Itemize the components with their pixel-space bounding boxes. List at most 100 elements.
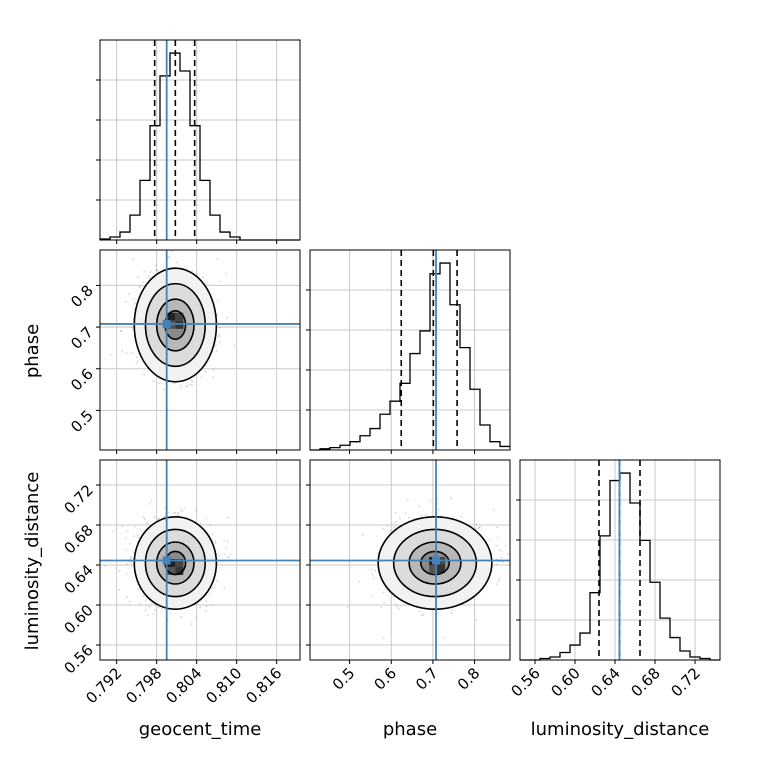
contour-1 — [133, 267, 218, 383]
sample-point — [488, 539, 491, 542]
sample-point — [362, 534, 364, 536]
sample-point — [152, 612, 155, 615]
sample-point — [395, 521, 397, 523]
sample-point — [179, 384, 182, 387]
sample-point — [148, 277, 151, 280]
sample-point — [147, 275, 150, 277]
sample-point — [475, 523, 478, 526]
x-tick-label: 0.68 — [627, 664, 663, 700]
sample-point — [162, 388, 165, 391]
sample-point — [147, 523, 149, 525]
joint-panel-phase-luminosity_distance: 0.5 0.6 0.7 0.8 — [306, 459, 511, 694]
axes-frame — [99, 459, 301, 661]
sample-point — [460, 515, 463, 518]
sample-point — [211, 587, 214, 590]
sample-point — [133, 298, 135, 301]
x-tick-label: 0.810 — [202, 664, 245, 707]
sample-point — [200, 376, 203, 379]
sample-point — [155, 269, 158, 272]
contour-2 — [144, 282, 206, 368]
sample-point — [214, 540, 217, 542]
sample-point — [152, 380, 155, 383]
y-tick-label: 0.64 — [60, 561, 96, 597]
sample-point — [190, 379, 192, 382]
sample-point — [137, 536, 139, 539]
sample-point — [176, 513, 179, 516]
sample-point — [136, 588, 139, 591]
sample-point — [425, 513, 428, 516]
sample-point — [142, 281, 145, 284]
axes-frame — [519, 459, 721, 661]
sample-point — [450, 498, 453, 501]
sample-point — [204, 370, 207, 373]
sample-point — [205, 600, 208, 603]
sample-point — [148, 605, 151, 608]
x-tick-label: 0.56 — [507, 664, 543, 700]
sample-point — [394, 603, 397, 606]
sample-point — [495, 545, 498, 547]
sample-point — [211, 604, 214, 607]
sample-point — [358, 580, 360, 583]
sample-point — [502, 561, 504, 564]
sample-point — [223, 587, 226, 590]
sample-point — [478, 526, 481, 529]
sample-point — [226, 317, 229, 319]
sample-point — [134, 525, 137, 528]
y-tick-label: 0.5 — [67, 407, 97, 437]
axes-frame — [99, 249, 301, 451]
sample-point — [157, 517, 160, 520]
sample-point — [205, 282, 207, 285]
sample-point — [504, 544, 507, 547]
sample-point — [150, 500, 153, 503]
x-tick-label: 0.5 — [329, 664, 359, 694]
sample-point — [138, 286, 141, 288]
sample-point — [128, 293, 131, 296]
sample-point — [185, 266, 188, 269]
sample-point — [389, 529, 391, 532]
panels: 0.56 0.60 0.64 0.68 0.720.50.60.70.80.7920.7… — [60, 39, 721, 707]
sample-point — [181, 510, 184, 512]
y-tick-label: 0.72 — [60, 481, 96, 517]
sample-point — [475, 619, 477, 622]
sample-point — [158, 382, 161, 384]
sample-point — [180, 616, 182, 618]
contour-4 — [419, 550, 451, 576]
sample-point — [209, 523, 212, 526]
sample-point — [118, 588, 121, 591]
sample-point — [215, 579, 218, 582]
sample-point — [495, 526, 498, 529]
axes-frame — [309, 459, 511, 661]
sample-point — [170, 612, 172, 615]
sample-point — [500, 556, 503, 559]
y-axis-label-luminosity-distance: luminosity_distance — [22, 472, 43, 651]
sample-point — [195, 616, 198, 619]
x-axis-label-phase: phase — [383, 719, 437, 740]
sample-point — [443, 637, 446, 640]
sample-point — [438, 509, 441, 511]
sample-point — [144, 599, 147, 602]
sample-point — [136, 359, 139, 362]
x-tick-label: 0.72 — [667, 664, 703, 700]
sample-point — [149, 271, 152, 273]
sample-point — [408, 516, 410, 519]
sample-point — [205, 605, 208, 608]
sample-point — [138, 603, 141, 605]
sample-point — [104, 565, 107, 568]
sample-point — [479, 526, 481, 528]
sample-point — [133, 302, 136, 305]
sample-point — [497, 580, 500, 583]
peak-cell — [175, 567, 184, 575]
sample-point — [372, 573, 374, 576]
sample-point — [129, 557, 132, 559]
sample-point — [156, 269, 159, 272]
sample-point — [216, 553, 219, 555]
sample-point — [225, 272, 228, 275]
contour-2 — [144, 528, 206, 598]
sample-point — [164, 220, 166, 222]
sample-point — [372, 577, 375, 579]
truth-marker — [162, 556, 171, 565]
peak-cell — [437, 565, 446, 573]
sample-point — [144, 609, 147, 611]
x-axis-label-luminosity-distance: luminosity_distance — [531, 719, 710, 740]
